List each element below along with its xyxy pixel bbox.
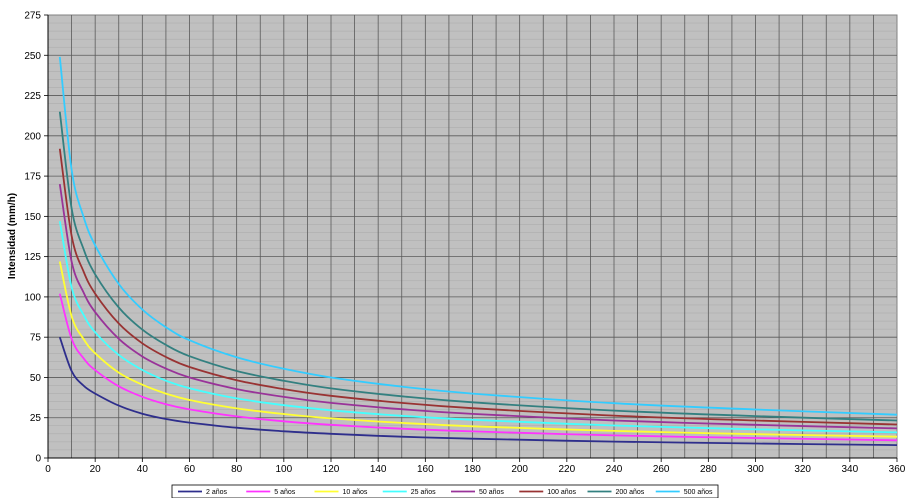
x-tick-label: 180 — [464, 464, 481, 475]
x-tick-label: 160 — [417, 464, 434, 475]
y-tick-label: 250 — [24, 51, 41, 62]
x-tick-label: 140 — [370, 464, 387, 475]
y-tick-label: 0 — [35, 454, 41, 465]
series-line-2 — [58, 261, 898, 438]
x-tick-label: 300 — [747, 464, 764, 475]
legend-label: 100 años — [547, 489, 576, 496]
legend-label: 2 años — [206, 489, 228, 496]
y-tick-label: 25 — [30, 413, 42, 424]
x-tick-label: 280 — [700, 464, 717, 475]
x-tick-label: 40 — [137, 464, 149, 475]
x-tick-label: 0 — [45, 464, 51, 475]
x-tick-label: 220 — [558, 464, 575, 475]
legend-label: 200 años — [616, 489, 645, 496]
series-line-3 — [58, 221, 898, 434]
series-line-4 — [58, 183, 898, 430]
legend-label: 500 años — [684, 489, 713, 496]
y-tick-label: 100 — [24, 292, 41, 303]
y-tick-label: 50 — [30, 373, 42, 384]
x-tick-label: 360 — [889, 464, 906, 475]
legend: 2 años 5 años 10 años 25 años 50 años 100 año… — [171, 484, 719, 499]
series-line-5 — [58, 148, 898, 426]
y-tick-label: 75 — [30, 333, 42, 344]
x-tick-label: 120 — [323, 464, 340, 475]
x-tick-label: 80 — [231, 464, 243, 475]
x-tick-label: 340 — [841, 464, 858, 475]
x-tick-label: 20 — [90, 464, 102, 475]
legend-label: 50 años — [479, 489, 504, 496]
x-tick-label: 60 — [184, 464, 196, 475]
y-tick-label: 225 — [24, 91, 41, 102]
axes: 0 25 50 75 100 125 150 175 200 225 250 275 0 20 40 60 80… — [24, 11, 905, 476]
x-tick-label: 260 — [653, 464, 670, 475]
gridlines — [48, 15, 897, 458]
series-line-6 — [58, 111, 898, 422]
y-tick-label: 150 — [24, 212, 41, 223]
y-axis-title: Intensidad (mm/h) — [7, 193, 18, 279]
x-tick-label: 200 — [511, 464, 528, 475]
legend-label: 25 años — [411, 489, 436, 496]
series-lines — [58, 56, 898, 446]
series-line-1 — [58, 293, 898, 442]
legend-label: 5 años — [274, 489, 296, 496]
series-line-0 — [58, 336, 898, 446]
y-tick-label: 200 — [24, 131, 41, 142]
legend-label: 10 años — [343, 489, 368, 496]
x-tick-label: 240 — [606, 464, 623, 475]
x-tick-label: 320 — [794, 464, 811, 475]
y-tick-label: 275 — [24, 11, 41, 22]
y-tick-label: 125 — [24, 252, 41, 263]
y-tick-label: 175 — [24, 172, 41, 183]
series-line-7 — [58, 56, 898, 416]
x-tick-label: 100 — [275, 464, 292, 475]
